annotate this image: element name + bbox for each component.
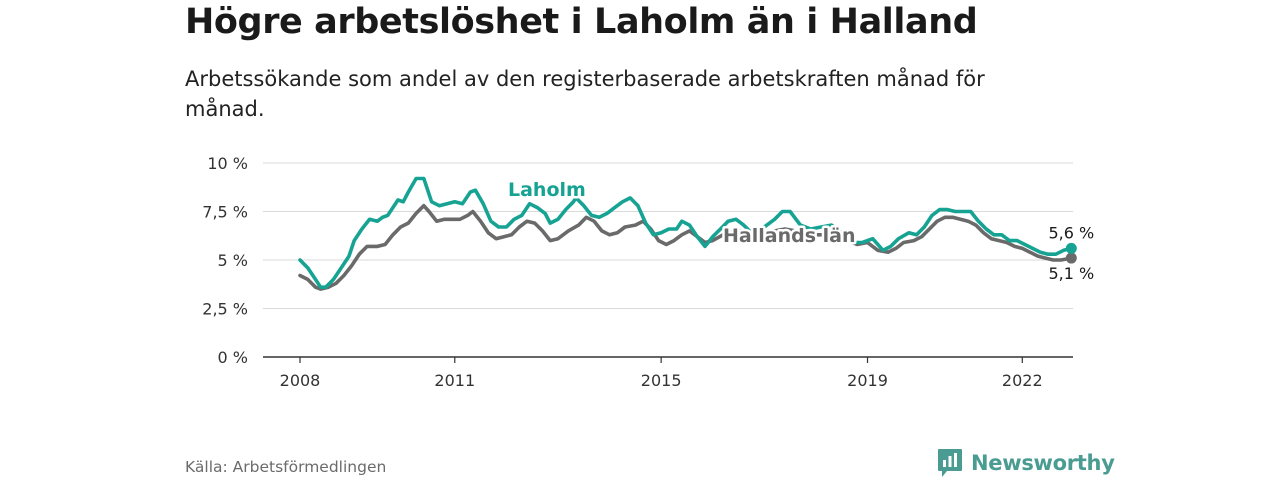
line-chart: 0 % 2,5 % 5 % 7,5 % 10 % 2008 2011 2015 2019 2022…: [202, 154, 1096, 390]
brand-name: Newsworthy: [971, 451, 1115, 475]
x-tick-label: 2019: [847, 371, 888, 390]
end-point-laholm: [1065, 242, 1077, 254]
series-line-laholm: [298, 176, 1074, 289]
series-label-halland: Hallands län: [723, 225, 855, 247]
x-tick-label: 2015: [641, 371, 682, 390]
y-tick-label: 10 %: [207, 154, 248, 173]
x-tick-label: 2022: [1002, 371, 1043, 390]
chart-subtitle: Arbetssökande som andel av den registerb…: [185, 67, 985, 121]
series-line-halland: [298, 203, 1074, 291]
x-tick-label: 2008: [280, 371, 321, 390]
brand-logo[interactable]: Newsworthy: [937, 448, 1115, 478]
y-tick-label: 2,5 %: [202, 300, 248, 319]
series-label-laholm: Laholm: [508, 179, 586, 201]
chart-title: Högre arbetslöshet i Laholm än i Halland: [185, 2, 978, 42]
end-point-halland: [1065, 252, 1077, 264]
newsworthy-logo-icon: [938, 449, 962, 477]
source-note: Källa: Arbetsförmedlingen: [185, 458, 387, 476]
y-tick-label: 7,5 %: [202, 203, 248, 222]
end-value-label-laholm: 5,6 %: [1048, 223, 1094, 242]
end-value-label-halland: 5,1 %: [1048, 264, 1094, 283]
y-tick-label: 5 %: [218, 251, 248, 270]
x-tick-label: 2011: [434, 371, 475, 390]
y-tick-label: 0 %: [218, 348, 248, 367]
